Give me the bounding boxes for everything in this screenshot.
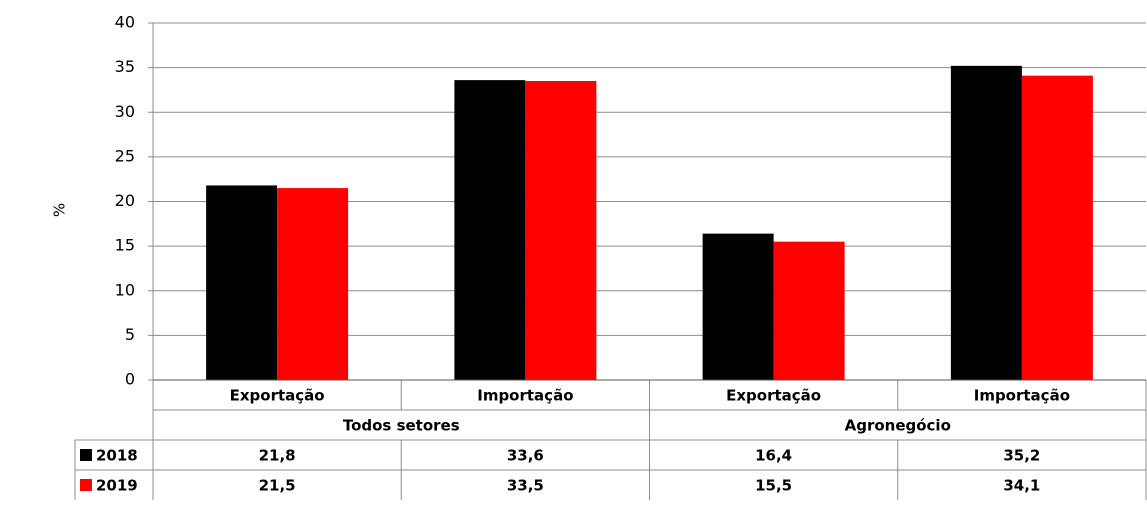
legend-swatch (80, 479, 92, 491)
table-value: 33,6 (507, 447, 544, 465)
bar (950, 65, 1022, 380)
bar (1021, 75, 1093, 380)
group-label: Todos setores (343, 417, 460, 435)
y-tick-label: 40 (115, 13, 135, 32)
bar (206, 185, 278, 380)
y-axis-label: % (51, 203, 69, 217)
bar (525, 81, 597, 380)
table-value: 15,5 (755, 477, 792, 495)
legend-label: 2018 (96, 447, 138, 465)
x-tick-label: Importação (477, 387, 573, 405)
y-tick-label: 25 (115, 146, 135, 165)
bar (454, 80, 526, 381)
y-tick-label: 10 (115, 280, 135, 299)
y-tick-label: 5 (125, 325, 135, 344)
group-label: Agronegócio (845, 417, 951, 435)
x-tick-label: Importação (974, 387, 1070, 405)
legend-label: 2019 (96, 477, 138, 495)
bar (277, 188, 349, 380)
legend-swatch (80, 449, 92, 461)
y-tick-label: 0 (125, 370, 135, 389)
y-tick-label: 15 (115, 236, 135, 255)
table-value: 34,1 (1003, 477, 1040, 495)
y-tick-label: 20 (115, 191, 135, 210)
bar (773, 241, 845, 380)
x-tick-label: Exportação (230, 387, 325, 405)
table-value: 21,8 (259, 447, 296, 465)
x-tick-label: Exportação (726, 387, 821, 405)
table-value: 16,4 (755, 447, 792, 465)
y-tick-label: 35 (115, 57, 135, 76)
bar (702, 233, 774, 380)
table-value: 35,2 (1003, 447, 1040, 465)
table-value: 21,5 (259, 477, 296, 495)
y-tick-label: 30 (115, 102, 135, 121)
table-value: 33,5 (507, 477, 544, 495)
